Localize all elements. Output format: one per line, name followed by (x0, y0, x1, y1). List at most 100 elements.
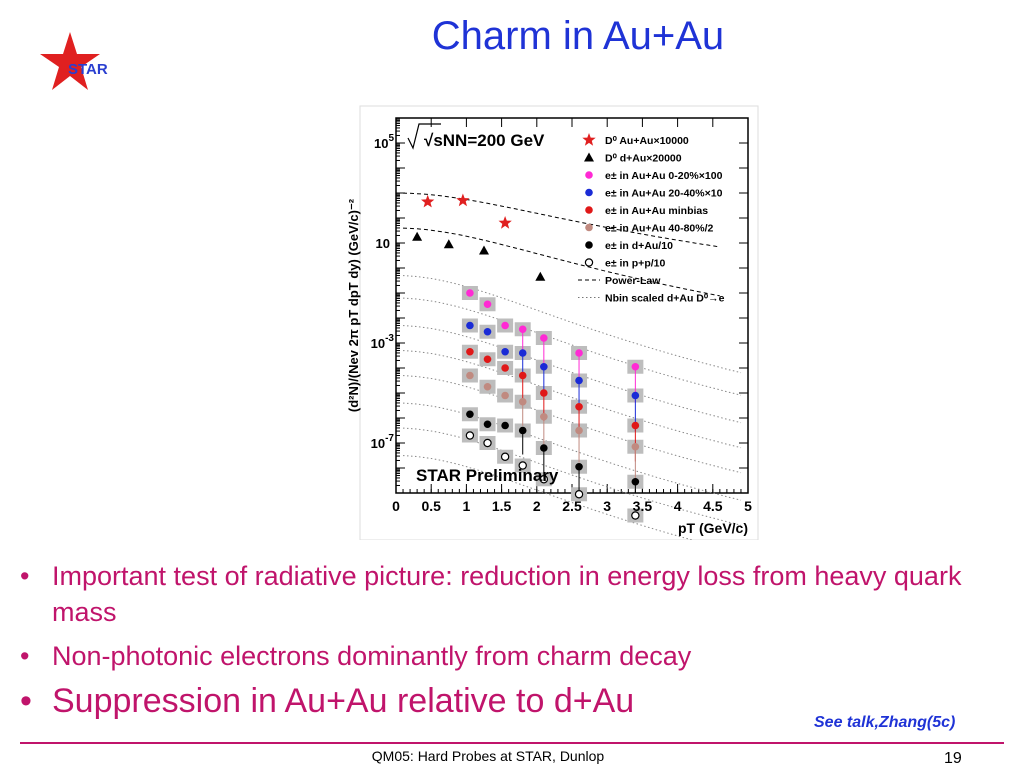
y-tick-label: 10 (376, 236, 390, 251)
x-tick-label: 0 (392, 498, 400, 514)
legend-label: D⁰ d+Au×20000 (605, 153, 682, 165)
bullet-dot: • (20, 561, 30, 591)
data-point (631, 511, 640, 520)
x-tick-label: 4.5 (703, 498, 723, 514)
data-point (575, 402, 583, 411)
x-tick-label: 3.5 (633, 498, 653, 514)
star-logo: STAR (40, 30, 140, 100)
chart-watermark: STAR Preliminary (416, 466, 559, 485)
data-point (575, 426, 583, 435)
legend-marker (585, 241, 593, 249)
sqrt-sign-icon (407, 123, 441, 150)
data-point (575, 462, 583, 471)
data-point (465, 431, 475, 440)
data-point (518, 461, 527, 470)
legend-marker (582, 133, 596, 146)
data-point (631, 421, 640, 430)
bullet-dot: • (20, 641, 30, 671)
x-tick-label: 0.5 (421, 498, 441, 514)
data-point (540, 334, 548, 342)
y-tick-exponent: -3 (385, 333, 394, 344)
data-point (501, 391, 509, 400)
x-tick-label: 2 (533, 498, 541, 514)
x-tick-label: 4 (674, 498, 682, 514)
data-point (500, 452, 510, 461)
dAu-scaled-curve (402, 455, 742, 554)
data-point (466, 410, 474, 419)
data-point (631, 362, 640, 371)
chart-container: D⁰ Au+Au×10000 D⁰ d+Au×20000 e± in Au+Au 0… (336, 100, 760, 554)
legend-marker (585, 171, 593, 179)
y-tick-exponent: 5 (388, 133, 394, 144)
legend-label: e± in Au+Au minbias (605, 205, 708, 217)
legend-marker (585, 206, 593, 214)
data-point (483, 438, 492, 448)
legend-marker (585, 188, 593, 197)
data-point (443, 239, 454, 249)
legend-label: Nbin scaled d+Au D⁰→e (605, 293, 725, 305)
legend-label: e± in p+p/10 (605, 258, 665, 270)
data-point (466, 321, 474, 330)
y-axis-label: (d²N)/(Nev 2π pT dpT dy) (GeV/c)⁻² (346, 198, 361, 412)
slide-title: Charm in Au+Au (431, 14, 725, 58)
data-point (540, 444, 548, 452)
bullet-item: • Non-photonic electrons dominantly from… (20, 638, 1010, 674)
data-point (518, 371, 527, 380)
y-tick-exponent: -7 (385, 433, 394, 444)
data-point (540, 412, 548, 421)
footer-divider (20, 742, 1004, 744)
bullet-list: • Important test of radiative picture: r… (20, 558, 1010, 722)
legend-marker (584, 152, 594, 162)
data-point (518, 426, 527, 435)
data-point (540, 362, 548, 371)
data-point (412, 231, 423, 241)
data-point (421, 194, 435, 208)
power-law-curve (402, 192, 720, 248)
data-point (501, 364, 509, 372)
dAu-scaled-curve (402, 297, 742, 396)
data-point (535, 271, 546, 281)
data-point (483, 327, 492, 336)
data-point (466, 289, 474, 297)
data-point (631, 391, 640, 400)
legend-label: D⁰ Au+Au×10000 (605, 135, 689, 147)
bullet-text: Suppression in Au+Au relative to d+Au (52, 682, 635, 720)
bullet-text: Important test of radiative picture: red… (52, 561, 962, 627)
x-tick-label: 1 (463, 498, 471, 514)
page-number: 19 (944, 750, 962, 767)
legend-label: e± in d+Au/10 (605, 240, 673, 252)
data-point (483, 420, 492, 429)
footer-text: QM05: Hard Probes at STAR, Dunlop (371, 748, 605, 764)
bullet-text: Non-photonic electrons dominantly from c… (52, 641, 692, 671)
chart-canvas (359, 105, 759, 541)
dAu-scaled-curve (402, 375, 742, 474)
data-point (501, 421, 509, 430)
legend-label: e± in Au+Au 20-40%×10 (605, 188, 723, 200)
legend-label: e± in Au+Au 0-20%×100 (605, 170, 723, 182)
legend-marker (584, 258, 594, 267)
legend-label: e± in Au+Au 40-80%/2 (605, 223, 714, 235)
data-point (501, 321, 509, 330)
bullet-dot: • (20, 682, 32, 720)
legend-marker (585, 223, 593, 232)
x-axis-label: pT (GeV/c) (678, 520, 748, 536)
data-point (466, 371, 474, 380)
data-point (479, 245, 489, 255)
dAu-scaled-curve (402, 350, 742, 449)
power-law-curve (402, 227, 720, 297)
chart: D⁰ Au+Au×10000 D⁰ d+Au×20000 e± in Au+Au 0… (346, 105, 759, 554)
data-point (501, 347, 509, 356)
data-point (518, 397, 527, 406)
x-tick-label: 1.5 (492, 498, 512, 514)
data-point (456, 193, 470, 207)
logo-text: STAR (68, 61, 108, 78)
dAu-scaled-curve (402, 275, 742, 374)
data-point (518, 325, 527, 334)
data-point (574, 490, 584, 499)
x-tick-label: 5 (744, 498, 752, 514)
chart-title: √sNN=200 GeV (424, 131, 545, 150)
dAu-scaled-curve (402, 325, 742, 424)
data-point (540, 389, 548, 397)
data-point (483, 300, 492, 309)
legend-label: Power-Law (605, 275, 661, 287)
